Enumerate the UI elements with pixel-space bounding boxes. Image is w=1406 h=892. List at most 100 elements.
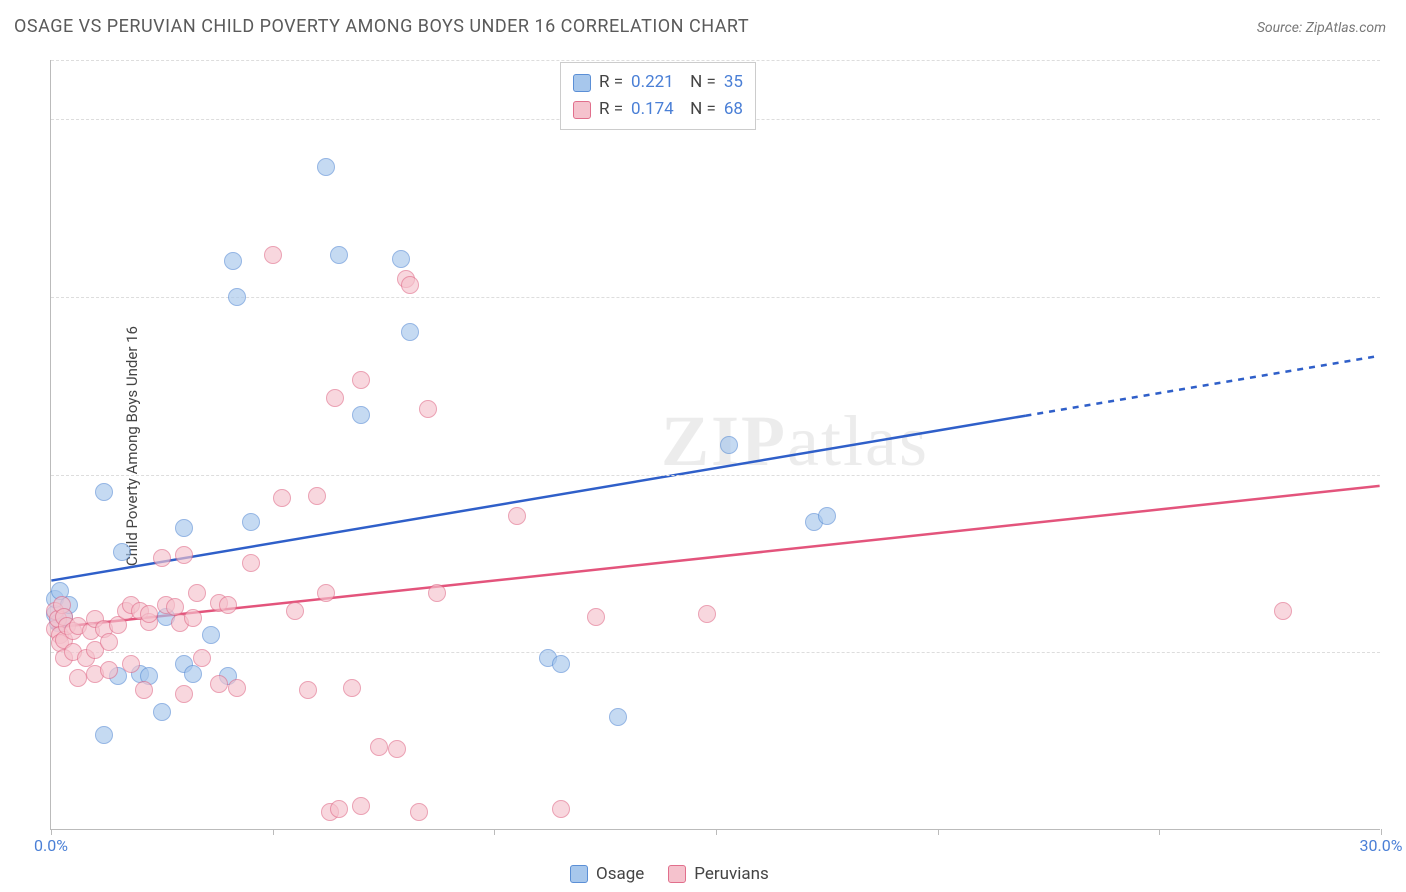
chart-container: OSAGE VS PERUVIAN CHILD POVERTY AMONG BO… [0, 0, 1406, 892]
data-point-peruvians [587, 608, 605, 626]
data-point-peruvians [242, 554, 260, 572]
x-tick [273, 829, 274, 835]
data-point-peruvians [698, 605, 716, 623]
data-point-peruvians [388, 740, 406, 758]
data-point-peruvians [299, 681, 317, 699]
data-point-peruvians [122, 655, 140, 673]
data-point-osage [317, 158, 335, 176]
x-tick [51, 829, 52, 835]
legend-r-value: 0.221 [631, 69, 674, 96]
data-point-peruvians [135, 681, 153, 699]
data-point-osage [392, 250, 410, 268]
data-point-peruvians [264, 246, 282, 264]
legend-swatch [570, 865, 588, 883]
legend-swatch [573, 101, 591, 119]
trend-lines [51, 60, 1380, 829]
data-point-peruvians [175, 546, 193, 564]
data-point-osage [153, 703, 171, 721]
legend-item: Osage [570, 864, 644, 884]
legend-row: R = 0.221 N = 35 [573, 69, 743, 96]
plot-area: ZIPatlas 15.0%30.0%45.0%60.0%0.0%30.0% [50, 60, 1380, 830]
legend-r-value: 0.174 [631, 96, 674, 123]
gridline [51, 652, 1380, 653]
data-point-peruvians [326, 389, 344, 407]
legend-n-label: N = [682, 96, 716, 123]
legend-r-label: R = [599, 69, 623, 96]
x-tick [1159, 829, 1160, 835]
data-point-peruvians [508, 507, 526, 525]
y-tick-label: 45.0% [1390, 287, 1406, 306]
data-point-peruvians [210, 675, 228, 693]
x-tick [716, 829, 717, 835]
chart-title: OSAGE VS PERUVIAN CHILD POVERTY AMONG BO… [14, 16, 749, 37]
gridline [51, 60, 1380, 61]
legend-row: R = 0.174 N = 68 [573, 96, 743, 123]
gridline [51, 475, 1380, 476]
data-point-peruvians [1274, 602, 1292, 620]
source-attribution: Source: ZipAtlas.com [1257, 20, 1386, 36]
data-point-peruvians [228, 679, 246, 697]
trend-line-osage [51, 416, 1025, 581]
x-tick [938, 829, 939, 835]
gridline [51, 297, 1380, 298]
data-point-osage [818, 507, 836, 525]
series-legend: Osage Peruvians [570, 864, 769, 884]
data-point-peruvians [219, 596, 237, 614]
data-point-osage [113, 543, 131, 561]
data-point-peruvians [352, 797, 370, 815]
data-point-peruvians [140, 605, 158, 623]
data-point-peruvians [100, 661, 118, 679]
data-point-osage [175, 519, 193, 537]
x-tick [494, 829, 495, 835]
data-point-peruvians [273, 489, 291, 507]
data-point-osage [720, 436, 738, 454]
data-point-peruvians [184, 609, 202, 627]
legend-swatch [668, 865, 686, 883]
data-point-peruvians [193, 649, 211, 667]
y-tick-label: 60.0% [1390, 110, 1406, 129]
data-point-osage [352, 406, 370, 424]
legend-label: Osage [596, 864, 644, 884]
data-point-peruvians [153, 549, 171, 567]
data-point-osage [401, 323, 419, 341]
correlation-legend: R = 0.221 N = 35R = 0.174 N = 68 [560, 62, 756, 130]
data-point-osage [224, 252, 242, 270]
data-point-peruvians [188, 584, 206, 602]
y-tick-label: 30.0% [1390, 465, 1406, 484]
data-point-peruvians [69, 669, 87, 687]
data-point-osage [95, 726, 113, 744]
y-tick-label: 15.0% [1390, 643, 1406, 662]
data-point-osage [95, 483, 113, 501]
x-tick-label: 30.0% [1360, 836, 1403, 855]
data-point-peruvians [552, 800, 570, 818]
data-point-peruvians [175, 685, 193, 703]
x-tick-label: 0.0% [34, 836, 68, 855]
data-point-peruvians [343, 679, 361, 697]
legend-r-label: R = [599, 96, 623, 123]
data-point-peruvians [330, 800, 348, 818]
data-point-peruvians [352, 371, 370, 389]
data-point-osage [184, 665, 202, 683]
data-point-peruvians [100, 633, 118, 651]
legend-n-value: 35 [724, 69, 743, 96]
data-point-peruvians [419, 400, 437, 418]
legend-item: Peruvians [668, 864, 769, 884]
data-point-osage [552, 655, 570, 673]
data-point-osage [242, 513, 260, 531]
x-tick [1381, 829, 1382, 835]
data-point-peruvians [317, 584, 335, 602]
data-point-osage [330, 246, 348, 264]
legend-n-value: 68 [724, 96, 743, 123]
data-point-peruvians [410, 803, 428, 821]
legend-label: Peruvians [694, 864, 769, 884]
data-point-osage [228, 288, 246, 306]
data-point-peruvians [401, 276, 419, 294]
data-point-peruvians [308, 487, 326, 505]
data-point-osage [609, 708, 627, 726]
trend-line-osage [1025, 356, 1379, 416]
data-point-peruvians [370, 738, 388, 756]
data-point-peruvians [286, 602, 304, 620]
legend-swatch [573, 74, 591, 92]
legend-n-label: N = [682, 69, 716, 96]
data-point-osage [202, 626, 220, 644]
